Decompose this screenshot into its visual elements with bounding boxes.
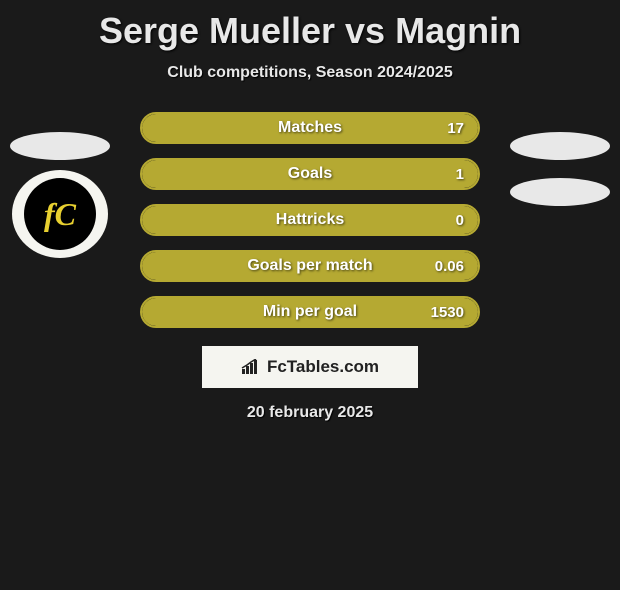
stat-label: Min per goal — [263, 303, 357, 321]
page-title: Serge Mueller vs Magnin — [0, 10, 620, 52]
stat-value: 0.06 — [435, 258, 464, 275]
left-player-column: fC — [10, 132, 110, 258]
right-player-column — [510, 132, 610, 206]
player-right-oval-1 — [510, 132, 610, 160]
stat-label: Matches — [278, 119, 342, 137]
stat-value: 1 — [456, 166, 464, 183]
subtitle: Club competitions, Season 2024/2025 — [0, 64, 620, 82]
stat-row-goals: Goals 1 — [140, 158, 480, 190]
club-badge-inner: fC — [24, 178, 96, 250]
player-left-oval — [10, 132, 110, 160]
stat-row-hattricks: Hattricks 0 — [140, 204, 480, 236]
stat-value: 0 — [456, 212, 464, 229]
player-right-oval-2 — [510, 178, 610, 206]
stat-row-goals-per-match: Goals per match 0.06 — [140, 250, 480, 282]
stat-label: Hattricks — [276, 211, 344, 229]
chart-icon — [241, 359, 261, 375]
stat-row-matches: Matches 17 — [140, 112, 480, 144]
date-text: 20 february 2025 — [0, 404, 620, 422]
stat-row-min-per-goal: Min per goal 1530 — [140, 296, 480, 328]
footer-brand-text: FcTables.com — [267, 357, 379, 377]
club-badge-left: fC — [12, 170, 108, 258]
stat-value: 17 — [447, 120, 464, 137]
stat-label: Goals per match — [247, 257, 372, 275]
stat-value: 1530 — [431, 304, 464, 321]
footer-brand-box: FcTables.com — [202, 346, 418, 388]
stat-label: Goals — [288, 165, 332, 183]
club-badge-letters: fC — [44, 198, 76, 230]
